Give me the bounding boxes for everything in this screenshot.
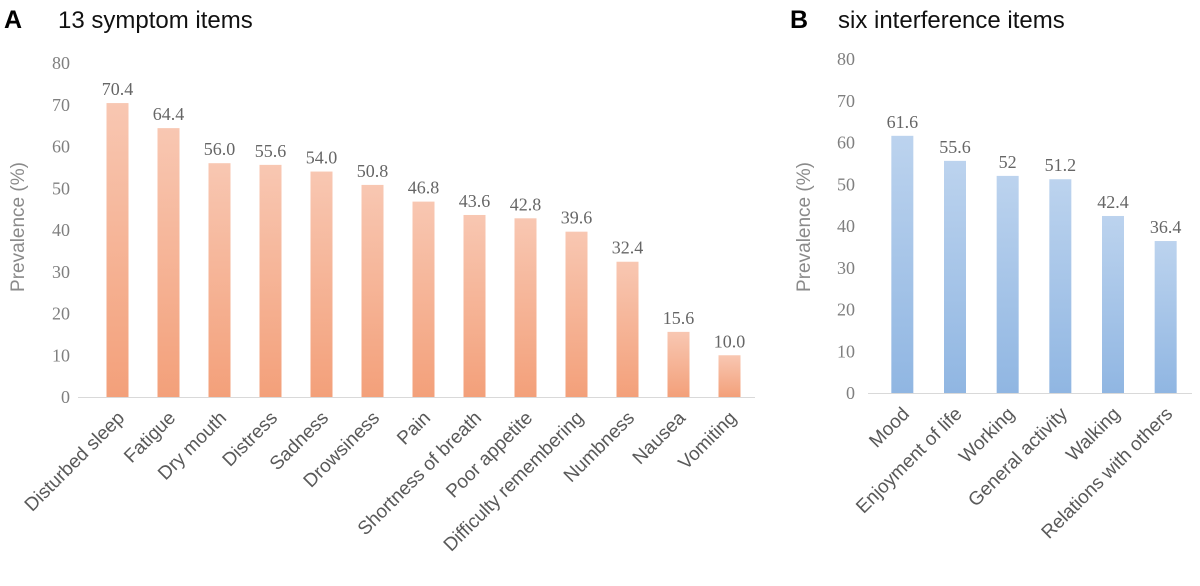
bar	[996, 175, 1019, 393]
y-tick-label: 10	[52, 345, 70, 365]
y-tick-label: 0	[61, 387, 70, 407]
category-label: Pain	[393, 408, 435, 450]
data-label: 15.6	[663, 308, 695, 328]
category-label: Disturbed sleep	[21, 408, 129, 516]
panel-a-y-axis-label: Prevalence (%)	[8, 162, 29, 292]
data-label: 46.8	[408, 178, 440, 198]
bar	[667, 331, 690, 397]
data-label: 42.4	[1097, 192, 1129, 212]
y-tick-label: 40	[837, 216, 855, 236]
data-label: 50.8	[357, 161, 389, 181]
y-tick-label: 80	[52, 53, 70, 73]
data-label: 54.0	[306, 148, 338, 168]
bar	[944, 160, 966, 393]
data-label: 56.0	[204, 139, 236, 159]
category-label: Mood	[865, 404, 913, 452]
bar	[616, 261, 639, 397]
y-tick-label: 0	[846, 383, 855, 403]
bar	[891, 135, 914, 393]
y-tick-label: 30	[52, 262, 70, 282]
data-label: 51.2	[1045, 155, 1077, 175]
data-label: 42.8	[510, 194, 542, 214]
y-tick-label: 70	[837, 91, 855, 111]
data-label: 64.4	[153, 104, 185, 124]
panel-b-bars	[891, 135, 1177, 393]
data-label: 39.6	[561, 208, 593, 228]
panel-a-chart: A 13 symptom items Prevalence (%) 0 10 20 3…	[4, 6, 755, 556]
panel-a-bars	[106, 103, 741, 397]
panel-b-letter: B	[790, 6, 808, 34]
y-tick-label: 20	[52, 304, 70, 324]
data-label: 61.6	[887, 112, 919, 132]
panel-a-letter: A	[4, 6, 22, 34]
bar	[565, 231, 588, 397]
y-tick-label: 20	[837, 300, 855, 320]
bar	[259, 164, 282, 397]
bar	[106, 103, 129, 397]
y-tick-label: 40	[52, 220, 70, 240]
panel-b-data-labels: 61.6 55.6 52 51.2 42.4 36.4	[887, 112, 1182, 237]
y-tick-label: 50	[52, 178, 70, 198]
panel-a-data-labels: 70.4 64.4 56.0 55.6 54.0 50.8 46.8 43.6 42.8 39.6…	[102, 79, 746, 351]
panel-b-y-axis-label: Prevalence (%)	[794, 162, 815, 292]
bar	[514, 218, 537, 397]
y-tick-label: 50	[837, 174, 855, 194]
panel-b-y-ticks: 0 10 20 30 40 50 60 70 80	[837, 49, 855, 403]
data-label: 36.4	[1150, 217, 1182, 237]
bar	[1049, 179, 1072, 393]
data-label: 55.6	[939, 137, 971, 157]
bar	[361, 184, 384, 397]
bar	[1102, 215, 1124, 393]
data-label: 43.6	[459, 191, 491, 211]
y-tick-label: 60	[837, 133, 855, 153]
data-label: 32.4	[612, 238, 644, 258]
bar	[718, 355, 741, 397]
data-label: 10.0	[714, 331, 746, 351]
panel-b-chart: B six interference items Prevalence (%) …	[790, 6, 1192, 543]
data-label: 52	[999, 152, 1017, 172]
bar	[157, 128, 180, 397]
y-tick-label: 10	[837, 341, 855, 361]
y-tick-label: 30	[837, 258, 855, 278]
y-tick-label: 70	[52, 95, 70, 115]
panel-a-y-ticks: 0 10 20 30 40 50 60 70 80	[52, 53, 70, 407]
data-label: 55.6	[255, 141, 287, 161]
data-label: 70.4	[102, 79, 134, 99]
bar	[412, 201, 435, 397]
category-label: General activity	[964, 403, 1072, 511]
y-tick-label: 80	[837, 49, 855, 69]
bar	[208, 163, 231, 397]
y-tick-label: 60	[52, 137, 70, 157]
bar	[310, 171, 333, 397]
bar	[1154, 241, 1177, 393]
panel-b-title: six interference items	[838, 7, 1065, 34]
panel-a-title: 13 symptom items	[58, 7, 253, 34]
bar	[463, 214, 486, 397]
